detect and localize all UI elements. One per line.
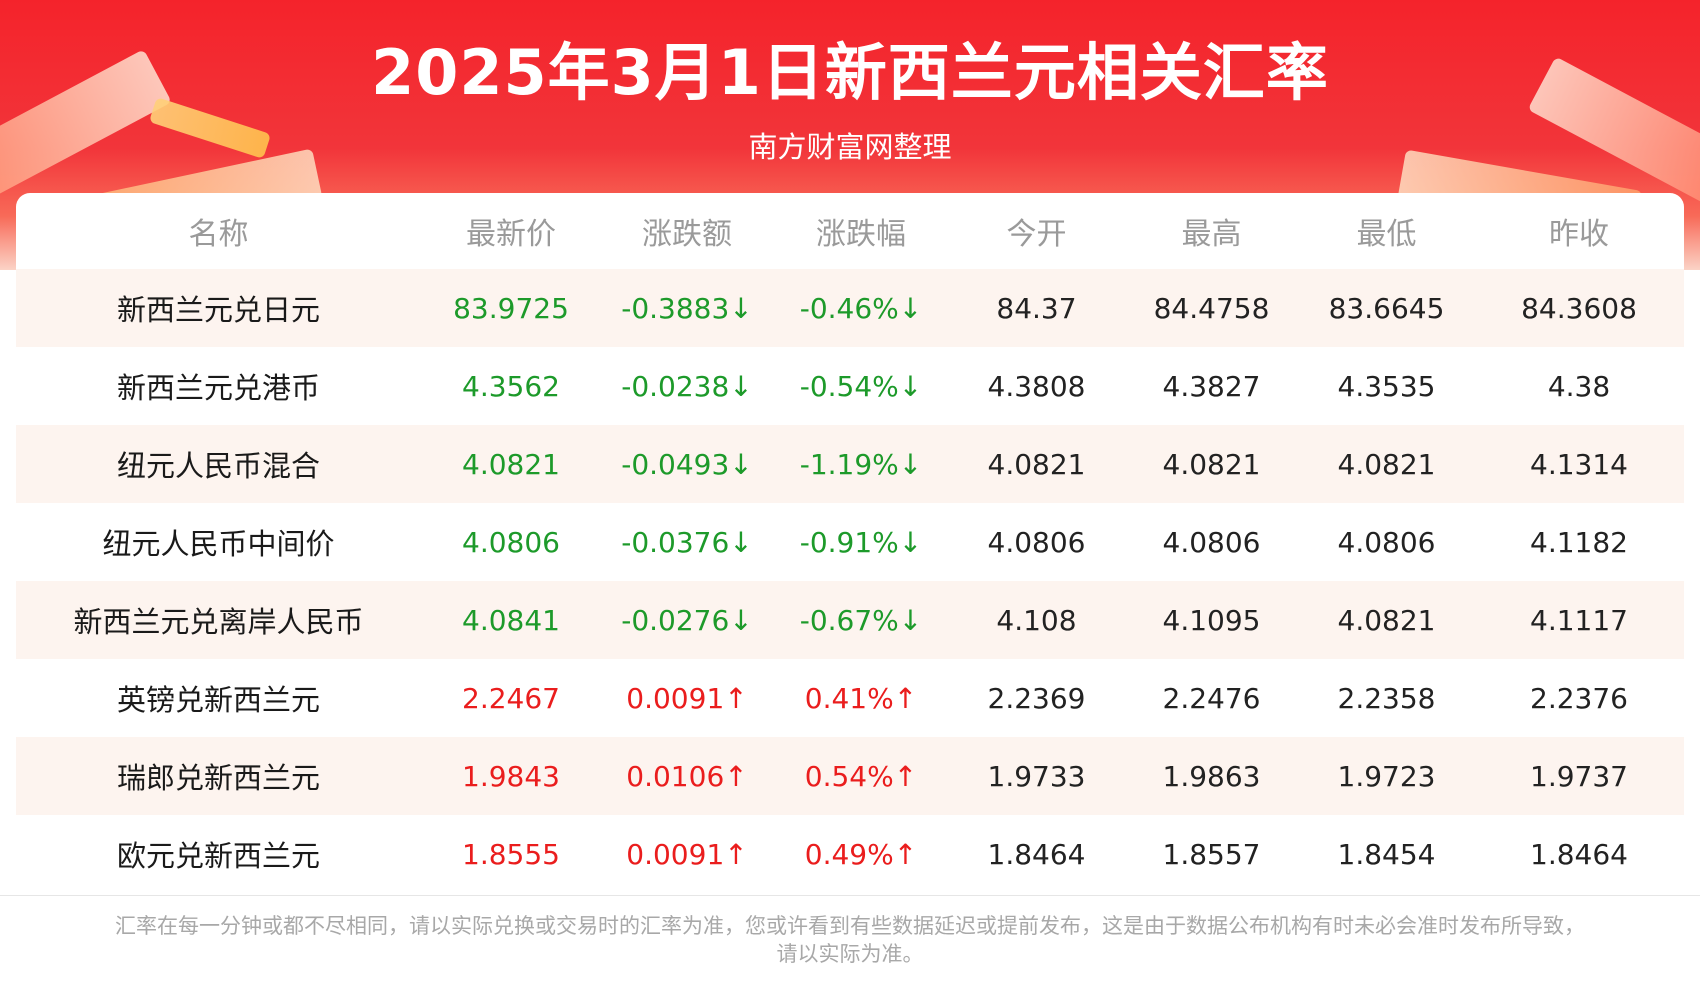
table-header-row: 名称 最新价 涨跌额 涨跌幅 今开 最高 最低 昨收	[16, 193, 1684, 269]
cell-prev-close: 1.8464	[1474, 815, 1684, 893]
cell-change-pct: -0.91%↓	[773, 503, 949, 581]
cell-change: -0.0276↓	[601, 581, 773, 659]
table-row: 纽元人民币混合 4.0821 -0.0493↓ -1.19%↓ 4.0821 4…	[16, 425, 1684, 503]
cell-prev-close: 4.1314	[1474, 425, 1684, 503]
cell-low: 4.0821	[1299, 581, 1474, 659]
table-row: 新西兰元兑港币 4.3562 -0.0238↓ -0.54%↓ 4.3808 4…	[16, 347, 1684, 425]
cell-prev-close: 1.9737	[1474, 737, 1684, 815]
cell-low: 1.8454	[1299, 815, 1474, 893]
cell-low: 2.2358	[1299, 659, 1474, 737]
disclaimer-line: 请以实际为准。	[776, 942, 924, 966]
page-title: 2025年3月1日新西兰元相关汇率	[371, 36, 1329, 109]
cell-change-pct: -1.19%↓	[773, 425, 949, 503]
cell-name: 新西兰元兑港币	[16, 347, 421, 425]
cell-open: 4.3808	[949, 347, 1124, 425]
cell-name: 新西兰元兑离岸人民币	[16, 581, 421, 659]
column-header-high: 最高	[1181, 217, 1242, 252]
cell-low: 4.0821	[1299, 425, 1474, 503]
cell-latest: 1.8555	[421, 815, 601, 893]
cell-high: 84.4758	[1124, 269, 1299, 347]
cell-open: 2.2369	[949, 659, 1124, 737]
cell-high: 4.1095	[1124, 581, 1299, 659]
cell-change-pct: -0.67%↓	[773, 581, 949, 659]
footer-divider	[0, 895, 1700, 896]
footer-disclaimer: 汇率在每一分钟或都不尽相同，请以实际兑换或交易时的汇率为准，您或许看到有些数据延…	[60, 912, 1640, 968]
column-header-name: 名称	[188, 217, 249, 252]
cell-latest: 4.0806	[421, 503, 601, 581]
cell-change: -0.0493↓	[601, 425, 773, 503]
cell-low: 83.6645	[1299, 269, 1474, 347]
rates-card: S 南方财富网 outhmoney.com 名称 最新价 涨跌额 涨跌幅 今开 …	[16, 193, 1684, 893]
cell-latest: 4.3562	[421, 347, 601, 425]
column-header-prev-close: 昨收	[1549, 217, 1609, 252]
cell-change-pct: 0.54%↑	[773, 737, 949, 815]
cell-name: 纽元人民币混合	[16, 425, 421, 503]
cell-latest: 83.9725	[421, 269, 601, 347]
cell-name: 欧元兑新西兰元	[16, 815, 421, 893]
column-header-open: 今开	[1006, 217, 1067, 252]
cell-change: 0.0091↑	[601, 659, 773, 737]
cell-high: 4.0806	[1124, 503, 1299, 581]
cell-change-pct: 0.49%↑	[773, 815, 949, 893]
table-row: 瑞郎兑新西兰元 1.9843 0.0106↑ 0.54%↑ 1.9733 1.9…	[16, 737, 1684, 815]
cell-latest: 4.0841	[421, 581, 601, 659]
cell-change: -0.3883↓	[601, 269, 773, 347]
cell-high: 4.3827	[1124, 347, 1299, 425]
cell-latest: 4.0821	[421, 425, 601, 503]
cell-high: 1.8557	[1124, 815, 1299, 893]
table-row: 纽元人民币中间价 4.0806 -0.0376↓ -0.91%↓ 4.0806 …	[16, 503, 1684, 581]
cell-latest: 2.2467	[421, 659, 601, 737]
cell-change: 0.0106↑	[601, 737, 773, 815]
table-row: 英镑兑新西兰元 2.2467 0.0091↑ 0.41%↑ 2.2369 2.2…	[16, 659, 1684, 737]
cell-open: 4.108	[949, 581, 1124, 659]
cell-high: 1.9863	[1124, 737, 1299, 815]
cell-prev-close: 4.38	[1474, 347, 1684, 425]
cell-low: 4.3535	[1299, 347, 1474, 425]
cell-change: -0.0238↓	[601, 347, 773, 425]
cell-low: 4.0806	[1299, 503, 1474, 581]
table-row: 新西兰元兑离岸人民币 4.0841 -0.0276↓ -0.67%↓ 4.108…	[16, 581, 1684, 659]
table-row: 欧元兑新西兰元 1.8555 0.0091↑ 0.49%↑ 1.8464 1.8…	[16, 815, 1684, 893]
cell-high: 4.0821	[1124, 425, 1299, 503]
cell-change-pct: -0.46%↓	[773, 269, 949, 347]
cell-name: 瑞郎兑新西兰元	[16, 737, 421, 815]
cell-name: 英镑兑新西兰元	[16, 659, 421, 737]
cell-prev-close: 84.3608	[1474, 269, 1684, 347]
cell-open: 1.9733	[949, 737, 1124, 815]
cell-open: 4.0821	[949, 425, 1124, 503]
cell-name: 纽元人民币中间价	[16, 503, 421, 581]
cell-open: 84.37	[949, 269, 1124, 347]
cell-change: -0.0376↓	[601, 503, 773, 581]
cell-high: 2.2476	[1124, 659, 1299, 737]
cell-name: 新西兰元兑日元	[16, 269, 421, 347]
column-header-change: 涨跌额	[642, 217, 732, 252]
page-subtitle: 南方财富网整理	[748, 130, 952, 164]
table-row: 新西兰元兑日元 83.9725 -0.3883↓ -0.46%↓ 84.37 8…	[16, 269, 1684, 347]
cell-open: 1.8464	[949, 815, 1124, 893]
cell-change: 0.0091↑	[601, 815, 773, 893]
rates-table: 名称 最新价 涨跌额 涨跌幅 今开 最高 最低 昨收 新西兰元兑日元 83.97…	[16, 193, 1684, 893]
cell-prev-close: 4.1182	[1474, 503, 1684, 581]
disclaimer-line: 汇率在每一分钟或都不尽相同，请以实际兑换或交易时的汇率为准，您或许看到有些数据延…	[115, 914, 1585, 938]
cell-low: 1.9723	[1299, 737, 1474, 815]
cell-latest: 1.9843	[421, 737, 601, 815]
column-header-latest: 最新价	[466, 217, 556, 252]
cell-prev-close: 2.2376	[1474, 659, 1684, 737]
cell-change-pct: 0.41%↑	[773, 659, 949, 737]
column-header-low: 最低	[1356, 217, 1417, 252]
cell-open: 4.0806	[949, 503, 1124, 581]
cell-prev-close: 4.1117	[1474, 581, 1684, 659]
cell-change-pct: -0.54%↓	[773, 347, 949, 425]
column-header-change-pct: 涨跌幅	[816, 217, 906, 252]
